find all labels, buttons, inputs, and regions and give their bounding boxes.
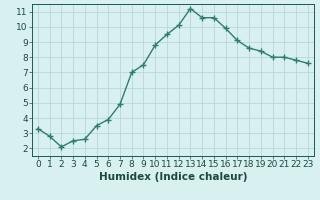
X-axis label: Humidex (Indice chaleur): Humidex (Indice chaleur)	[99, 172, 247, 182]
